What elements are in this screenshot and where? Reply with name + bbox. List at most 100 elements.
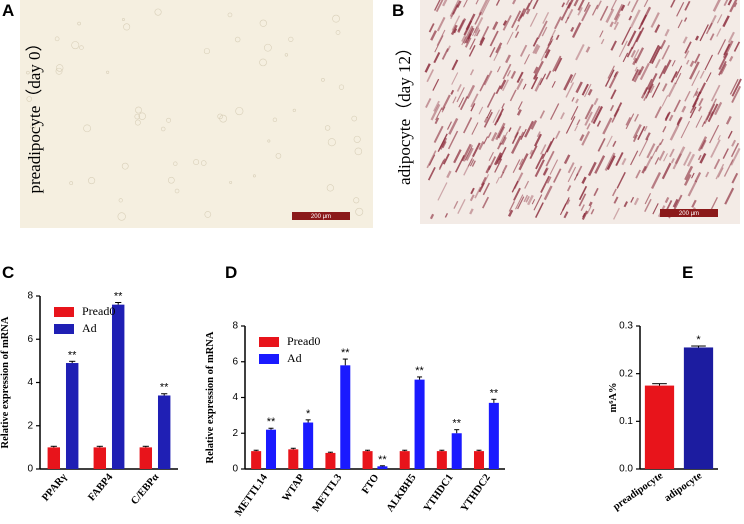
stained-cell bbox=[436, 29, 446, 46]
stained-cell bbox=[487, 131, 492, 139]
stained-cell bbox=[691, 70, 700, 87]
cell-outline bbox=[79, 45, 84, 50]
stained-cell bbox=[516, 78, 524, 91]
stained-cell bbox=[689, 106, 697, 119]
stained-cell bbox=[524, 120, 535, 138]
stained-cell bbox=[723, 0, 729, 7]
stained-cell bbox=[662, 125, 667, 133]
stained-cell bbox=[661, 162, 672, 180]
stained-cell bbox=[634, 47, 645, 64]
stained-cell bbox=[434, 117, 440, 125]
stained-cell bbox=[517, 101, 523, 110]
cell-outline bbox=[326, 184, 334, 192]
stained-cell bbox=[475, 0, 479, 5]
stained-cell bbox=[649, 85, 655, 94]
stained-cell bbox=[535, 153, 545, 170]
stained-cell bbox=[522, 83, 527, 90]
stained-cell bbox=[444, 213, 449, 218]
stained-cell bbox=[492, 109, 501, 123]
cell-outline bbox=[272, 117, 278, 122]
stained-cell bbox=[473, 16, 484, 34]
bar bbox=[436, 451, 447, 469]
stained-cell bbox=[577, 6, 583, 16]
stained-cell bbox=[459, 96, 469, 111]
bar bbox=[325, 452, 336, 469]
stained-cell bbox=[634, 66, 638, 72]
cell-outline bbox=[203, 48, 210, 55]
stained-cell bbox=[485, 165, 492, 174]
stained-cell bbox=[613, 3, 624, 21]
significance: ** bbox=[452, 418, 461, 430]
stained-cell bbox=[627, 1, 631, 6]
stained-cell bbox=[631, 69, 639, 82]
cell-outline bbox=[252, 174, 256, 178]
stained-cell bbox=[668, 114, 674, 122]
stained-cell bbox=[643, 0, 649, 8]
stained-cell bbox=[435, 107, 443, 121]
stained-cell bbox=[699, 70, 705, 79]
stained-cell bbox=[664, 111, 671, 122]
stained-cell bbox=[580, 204, 585, 212]
stained-cell bbox=[697, 154, 702, 161]
stained-cell bbox=[552, 55, 562, 72]
stained-cell bbox=[478, 182, 485, 193]
stained-cell bbox=[607, 65, 615, 79]
stained-cell bbox=[532, 43, 539, 54]
legend-label: Pread0 bbox=[287, 334, 320, 348]
stained-cell bbox=[540, 175, 550, 193]
stained-cell bbox=[664, 28, 670, 37]
stained-cell bbox=[433, 52, 441, 64]
stained-cell bbox=[588, 201, 593, 207]
stained-cell bbox=[717, 167, 724, 178]
stained-cell bbox=[439, 159, 444, 169]
stained-cell bbox=[550, 103, 560, 120]
stained-cell bbox=[673, 99, 681, 113]
stained-cell bbox=[516, 109, 522, 116]
stained-cell bbox=[519, 158, 524, 166]
stained-cell bbox=[554, 16, 562, 30]
stained-cell bbox=[709, 111, 714, 117]
stained-cell bbox=[692, 87, 699, 98]
stained-cell bbox=[508, 127, 512, 132]
stained-cell bbox=[494, 158, 503, 173]
stained-cell bbox=[552, 168, 562, 183]
stained-cell bbox=[469, 159, 475, 167]
stained-cell bbox=[474, 186, 482, 199]
scale-bar bbox=[292, 212, 350, 220]
stained-cell bbox=[446, 121, 453, 130]
stained-cell bbox=[508, 201, 515, 212]
cell-outline bbox=[135, 106, 142, 114]
x-tick-label: PPARγ bbox=[40, 472, 69, 504]
cell-outline bbox=[288, 36, 294, 42]
stained-cell bbox=[493, 152, 503, 166]
stained-cell bbox=[644, 198, 652, 213]
x-tick-label: adipocyte bbox=[663, 470, 705, 504]
stained-cell bbox=[687, 180, 698, 197]
stained-cell bbox=[478, 106, 484, 115]
stained-cell bbox=[541, 26, 548, 37]
stained-cell bbox=[495, 122, 506, 141]
stained-cell bbox=[571, 96, 575, 102]
y-axis-label: Relative expression of mRNA bbox=[0, 316, 11, 448]
stained-cell bbox=[453, 28, 458, 34]
cell-outline bbox=[166, 117, 172, 123]
stained-cell bbox=[658, 150, 666, 161]
cell-outline bbox=[138, 112, 146, 120]
y-tick-label: 0.3 bbox=[619, 321, 633, 332]
stained-cell bbox=[453, 200, 459, 209]
stained-cell bbox=[451, 72, 459, 85]
stained-cells bbox=[26, 0, 742, 221]
stained-cell bbox=[717, 39, 727, 55]
stained-cell bbox=[613, 21, 619, 31]
stained-cell bbox=[600, 38, 605, 45]
cell-outline bbox=[123, 23, 131, 31]
stained-cell bbox=[483, 136, 489, 145]
panel-label: D bbox=[225, 263, 237, 282]
stained-cell bbox=[536, 131, 541, 138]
y-tick-label: 0.1 bbox=[619, 416, 633, 427]
stained-cell bbox=[621, 26, 632, 45]
stained-cell bbox=[483, 111, 493, 128]
cell-outline bbox=[160, 126, 166, 132]
stained-cell bbox=[511, 10, 522, 29]
stained-cell bbox=[675, 65, 683, 78]
